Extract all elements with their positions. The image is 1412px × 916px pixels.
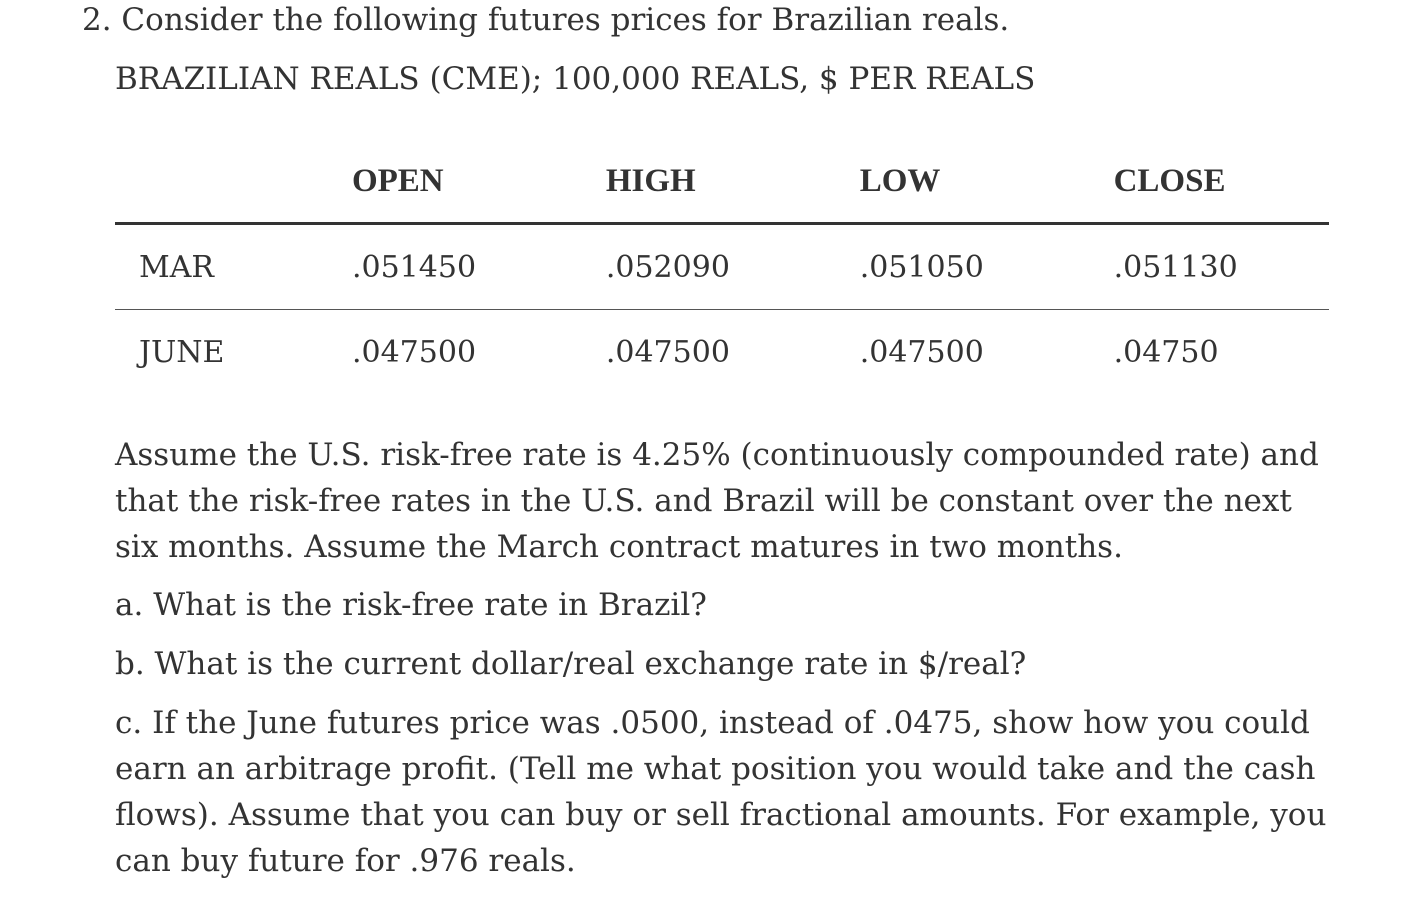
header-blank	[115, 140, 352, 225]
cell-open: .047500	[351, 334, 477, 370]
header-high: HIGH	[605, 140, 860, 225]
assumption-paragraph: Assume the U.S. risk-free rate is 4.25% …	[115, 437, 1319, 565]
header-low: LOW	[859, 140, 1114, 225]
cell-low: .047500	[859, 334, 984, 370]
question-part-b: b. What is the current dollar/real excha…	[115, 646, 1027, 682]
row-label: MAR	[115, 223, 352, 310]
header-open: OPEN	[351, 140, 606, 225]
question-part-a: a. What is the risk-free rate in Brazil?	[115, 587, 707, 623]
question-heading: 2. Consider the following futures prices…	[82, 2, 1010, 38]
question-part-c: c. If the June futures price was .0500, …	[115, 705, 1327, 879]
cell-close: .051130	[1113, 223, 1329, 310]
cell-open: .051450	[351, 223, 606, 310]
row-label: JUNE	[139, 334, 225, 370]
cell-close: .04750	[1113, 334, 1219, 370]
header-close: CLOSE	[1113, 140, 1329, 225]
cell-high: .052090	[605, 223, 860, 310]
table-header-row: OPEN HIGH LOW CLOSE	[115, 140, 1329, 225]
cell-low: .051050	[859, 223, 1114, 310]
table-row-june: JUNE .047500 .047500 .047500 .04750	[115, 310, 1329, 395]
futures-price-table: OPEN HIGH LOW CLOSE MAR .051450 .052090 …	[115, 140, 1329, 394]
table-title: BRAZILIAN REALS (CME); 100,000 REALS, $ …	[115, 61, 1036, 97]
cell-high: .047500	[605, 334, 730, 370]
table-row-mar: MAR .051450 .052090 .051050 .051130	[115, 223, 1329, 310]
